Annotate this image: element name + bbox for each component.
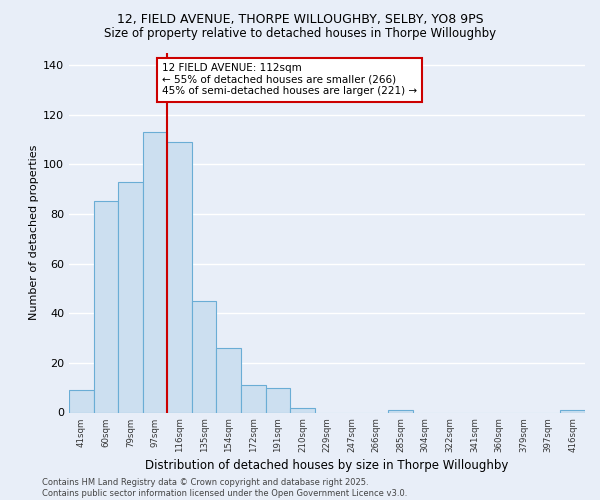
Bar <box>388 410 413 412</box>
Text: Size of property relative to detached houses in Thorpe Willoughby: Size of property relative to detached ho… <box>104 28 496 40</box>
Text: Contains HM Land Registry data © Crown copyright and database right 2025.
Contai: Contains HM Land Registry data © Crown c… <box>42 478 407 498</box>
Bar <box>69 390 94 412</box>
Bar <box>167 142 192 412</box>
X-axis label: Distribution of detached houses by size in Thorpe Willoughby: Distribution of detached houses by size … <box>145 459 509 472</box>
Bar <box>241 385 266 412</box>
Bar <box>290 408 315 412</box>
Bar <box>266 388 290 412</box>
Bar <box>217 348 241 412</box>
Bar <box>192 301 217 412</box>
Y-axis label: Number of detached properties: Number of detached properties <box>29 145 39 320</box>
Text: 12, FIELD AVENUE, THORPE WILLOUGHBY, SELBY, YO8 9PS: 12, FIELD AVENUE, THORPE WILLOUGHBY, SEL… <box>116 12 484 26</box>
Bar <box>118 182 143 412</box>
Bar <box>560 410 585 412</box>
Bar <box>94 202 118 412</box>
Text: 12 FIELD AVENUE: 112sqm
← 55% of detached houses are smaller (266)
45% of semi-d: 12 FIELD AVENUE: 112sqm ← 55% of detache… <box>162 64 417 96</box>
Bar <box>143 132 167 412</box>
